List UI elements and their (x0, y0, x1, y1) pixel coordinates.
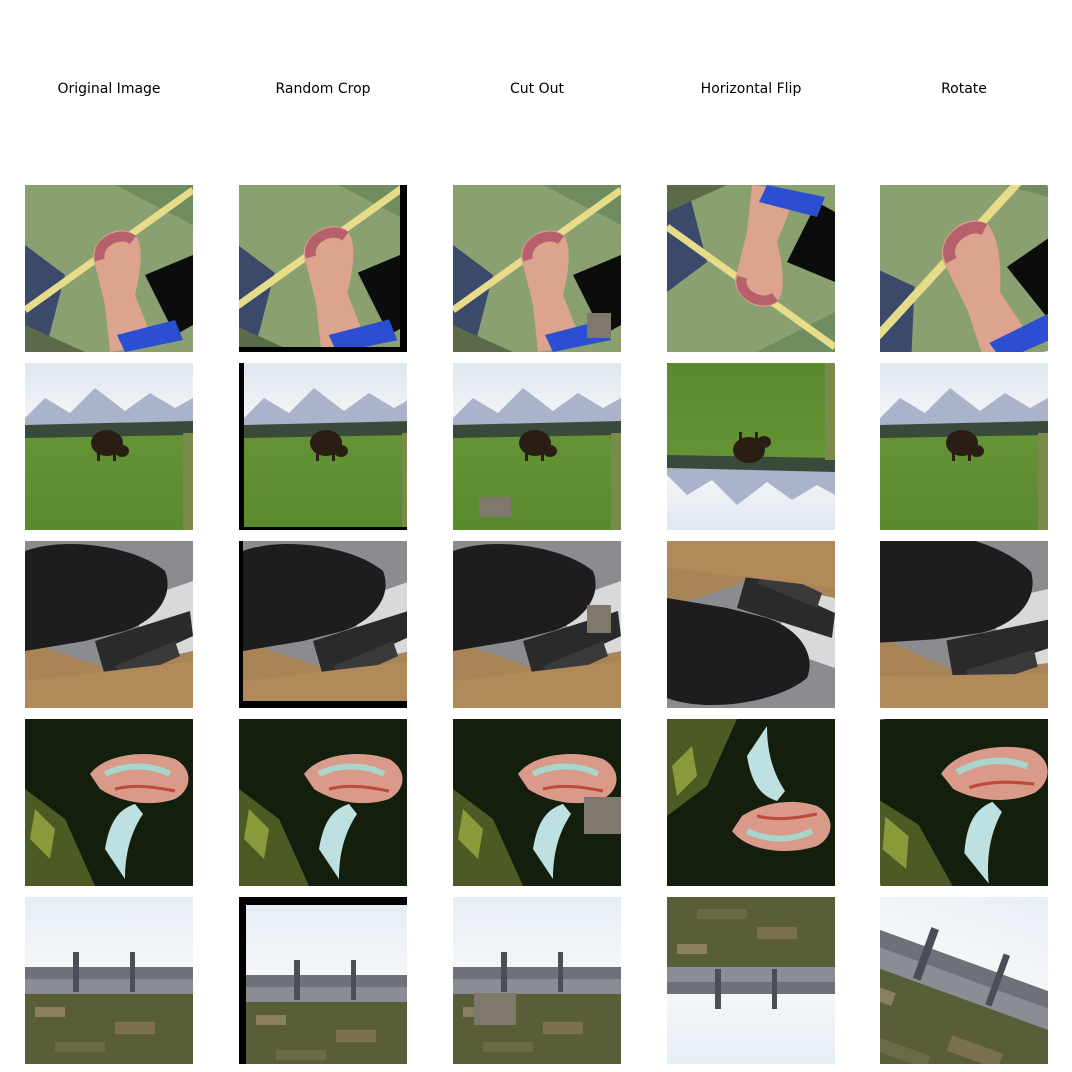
cutout-patch (587, 605, 611, 633)
cell-random-crop-cow (239, 363, 407, 530)
cell-original-mushroom (25, 719, 193, 886)
cell-rotate-hand (880, 185, 1048, 352)
cutout-patch (474, 993, 516, 1025)
col-title-random-crop: Random Crop (275, 81, 371, 97)
cutout-patch (584, 797, 621, 834)
cell-horizontal-flip-hand (667, 185, 835, 352)
cell-random-crop-city (239, 897, 407, 1064)
cell-original-cat (25, 541, 193, 708)
cutout-patch (587, 313, 611, 338)
cell-cut-out-cow (453, 363, 621, 530)
cutout-patch (479, 497, 511, 517)
col-title-horizontal-flip: Horizontal Flip (700, 81, 802, 97)
cell-horizontal-flip-mushroom (667, 719, 835, 886)
cell-random-crop-mushroom (239, 719, 407, 886)
cell-original-cow (25, 363, 193, 530)
cell-rotate-city (880, 897, 1048, 1064)
cell-random-crop-cat (239, 541, 407, 708)
col-title-cut-out: Cut Out (510, 81, 564, 97)
cell-cut-out-cat (453, 541, 621, 708)
cell-original-hand (25, 185, 193, 352)
cell-rotate-cow (880, 363, 1048, 530)
cell-rotate-mushroom (880, 719, 1048, 886)
cell-cut-out-mushroom (453, 719, 621, 886)
cell-rotate-cat (880, 541, 1048, 708)
col-title-original: Original Image (57, 81, 161, 97)
cell-cut-out-city (453, 897, 621, 1064)
cell-cut-out-hand (453, 185, 621, 352)
col-title-rotate: Rotate (941, 81, 987, 97)
cell-horizontal-flip-cow (667, 363, 835, 530)
cell-horizontal-flip-city (667, 897, 835, 1064)
cell-random-crop-hand (239, 185, 407, 352)
cell-horizontal-flip-cat (667, 541, 835, 708)
cell-original-city (25, 897, 193, 1064)
